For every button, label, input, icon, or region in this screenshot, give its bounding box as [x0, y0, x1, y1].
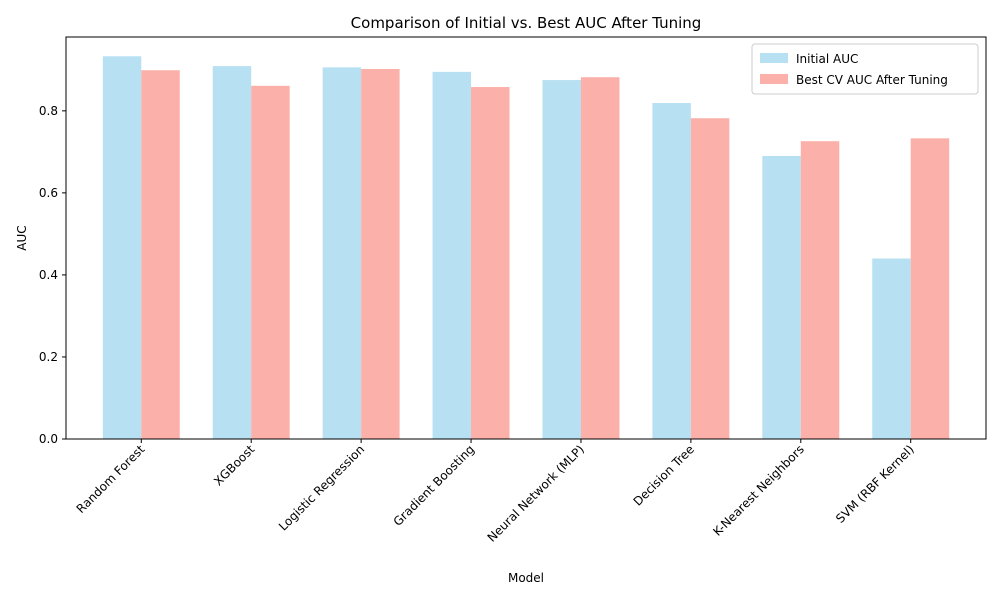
- y-tick-label: 0.2: [39, 350, 58, 364]
- legend: Initial AUC Best CV AUC After Tuning: [751, 43, 979, 95]
- bar-best-cv-auc-3: [471, 87, 510, 439]
- legend-swatch-best-cv-auc: [760, 74, 788, 84]
- legend-label: Best CV AUC After Tuning: [796, 73, 948, 87]
- bar-initial-auc-6: [762, 155, 801, 439]
- bar-initial-auc-0: [102, 56, 142, 439]
- legend-swatch-initial-auc: [760, 53, 788, 63]
- x-axis-label: Model: [508, 571, 544, 585]
- bar-initial-auc-1: [212, 66, 252, 440]
- bar-best-cv-auc-2: [361, 69, 400, 439]
- x-tick-label: Neural Network (MLP): [485, 442, 588, 545]
- legend-frame: [751, 43, 979, 95]
- bar-best-cv-auc-7: [910, 138, 950, 439]
- x-tick-label: Gradient Boosting: [391, 442, 478, 529]
- y-axis-ticks: 0.0 0.2 0.4 0.6 0.8: [39, 104, 66, 446]
- x-tick-label: Decision Tree: [631, 442, 697, 508]
- legend-label: Initial AUC: [796, 52, 858, 66]
- y-tick-label: 0.0: [39, 432, 58, 446]
- bar-best-cv-auc-4: [580, 77, 620, 439]
- y-tick-label: 0.6: [39, 186, 58, 200]
- bar-best-cv-auc-6: [800, 141, 840, 439]
- bar-best-cv-auc-0: [141, 70, 180, 439]
- bar-initial-auc-4: [542, 80, 581, 439]
- plot-frame: [65, 36, 987, 440]
- bar-best-cv-auc-1: [251, 85, 290, 439]
- bar-initial-auc-3: [432, 71, 472, 440]
- x-tick-label: Random Forest: [74, 442, 148, 516]
- plot-bars: [102, 56, 950, 440]
- chart-title: Comparison of Initial vs. Best AUC After…: [351, 14, 702, 32]
- y-tick-label: 0.8: [39, 104, 58, 118]
- y-tick-label: 0.4: [39, 268, 58, 282]
- bar-initial-auc-5: [652, 103, 691, 439]
- bar-initial-auc-2: [322, 67, 362, 440]
- x-tick-label: K-Nearest Neighbors: [710, 442, 807, 539]
- x-tick-label: Logistic Regression: [276, 442, 367, 533]
- bar-best-cv-auc-5: [690, 118, 730, 439]
- bar-initial-auc-7: [872, 258, 911, 439]
- x-tick-label: XGBoost: [211, 442, 257, 488]
- x-tick-label: SVM (RBF Kernel): [833, 442, 917, 526]
- x-axis-ticks: Random Forest XGBoost Logistic Regression G…: [74, 439, 917, 545]
- y-axis-label: AUC: [15, 225, 29, 250]
